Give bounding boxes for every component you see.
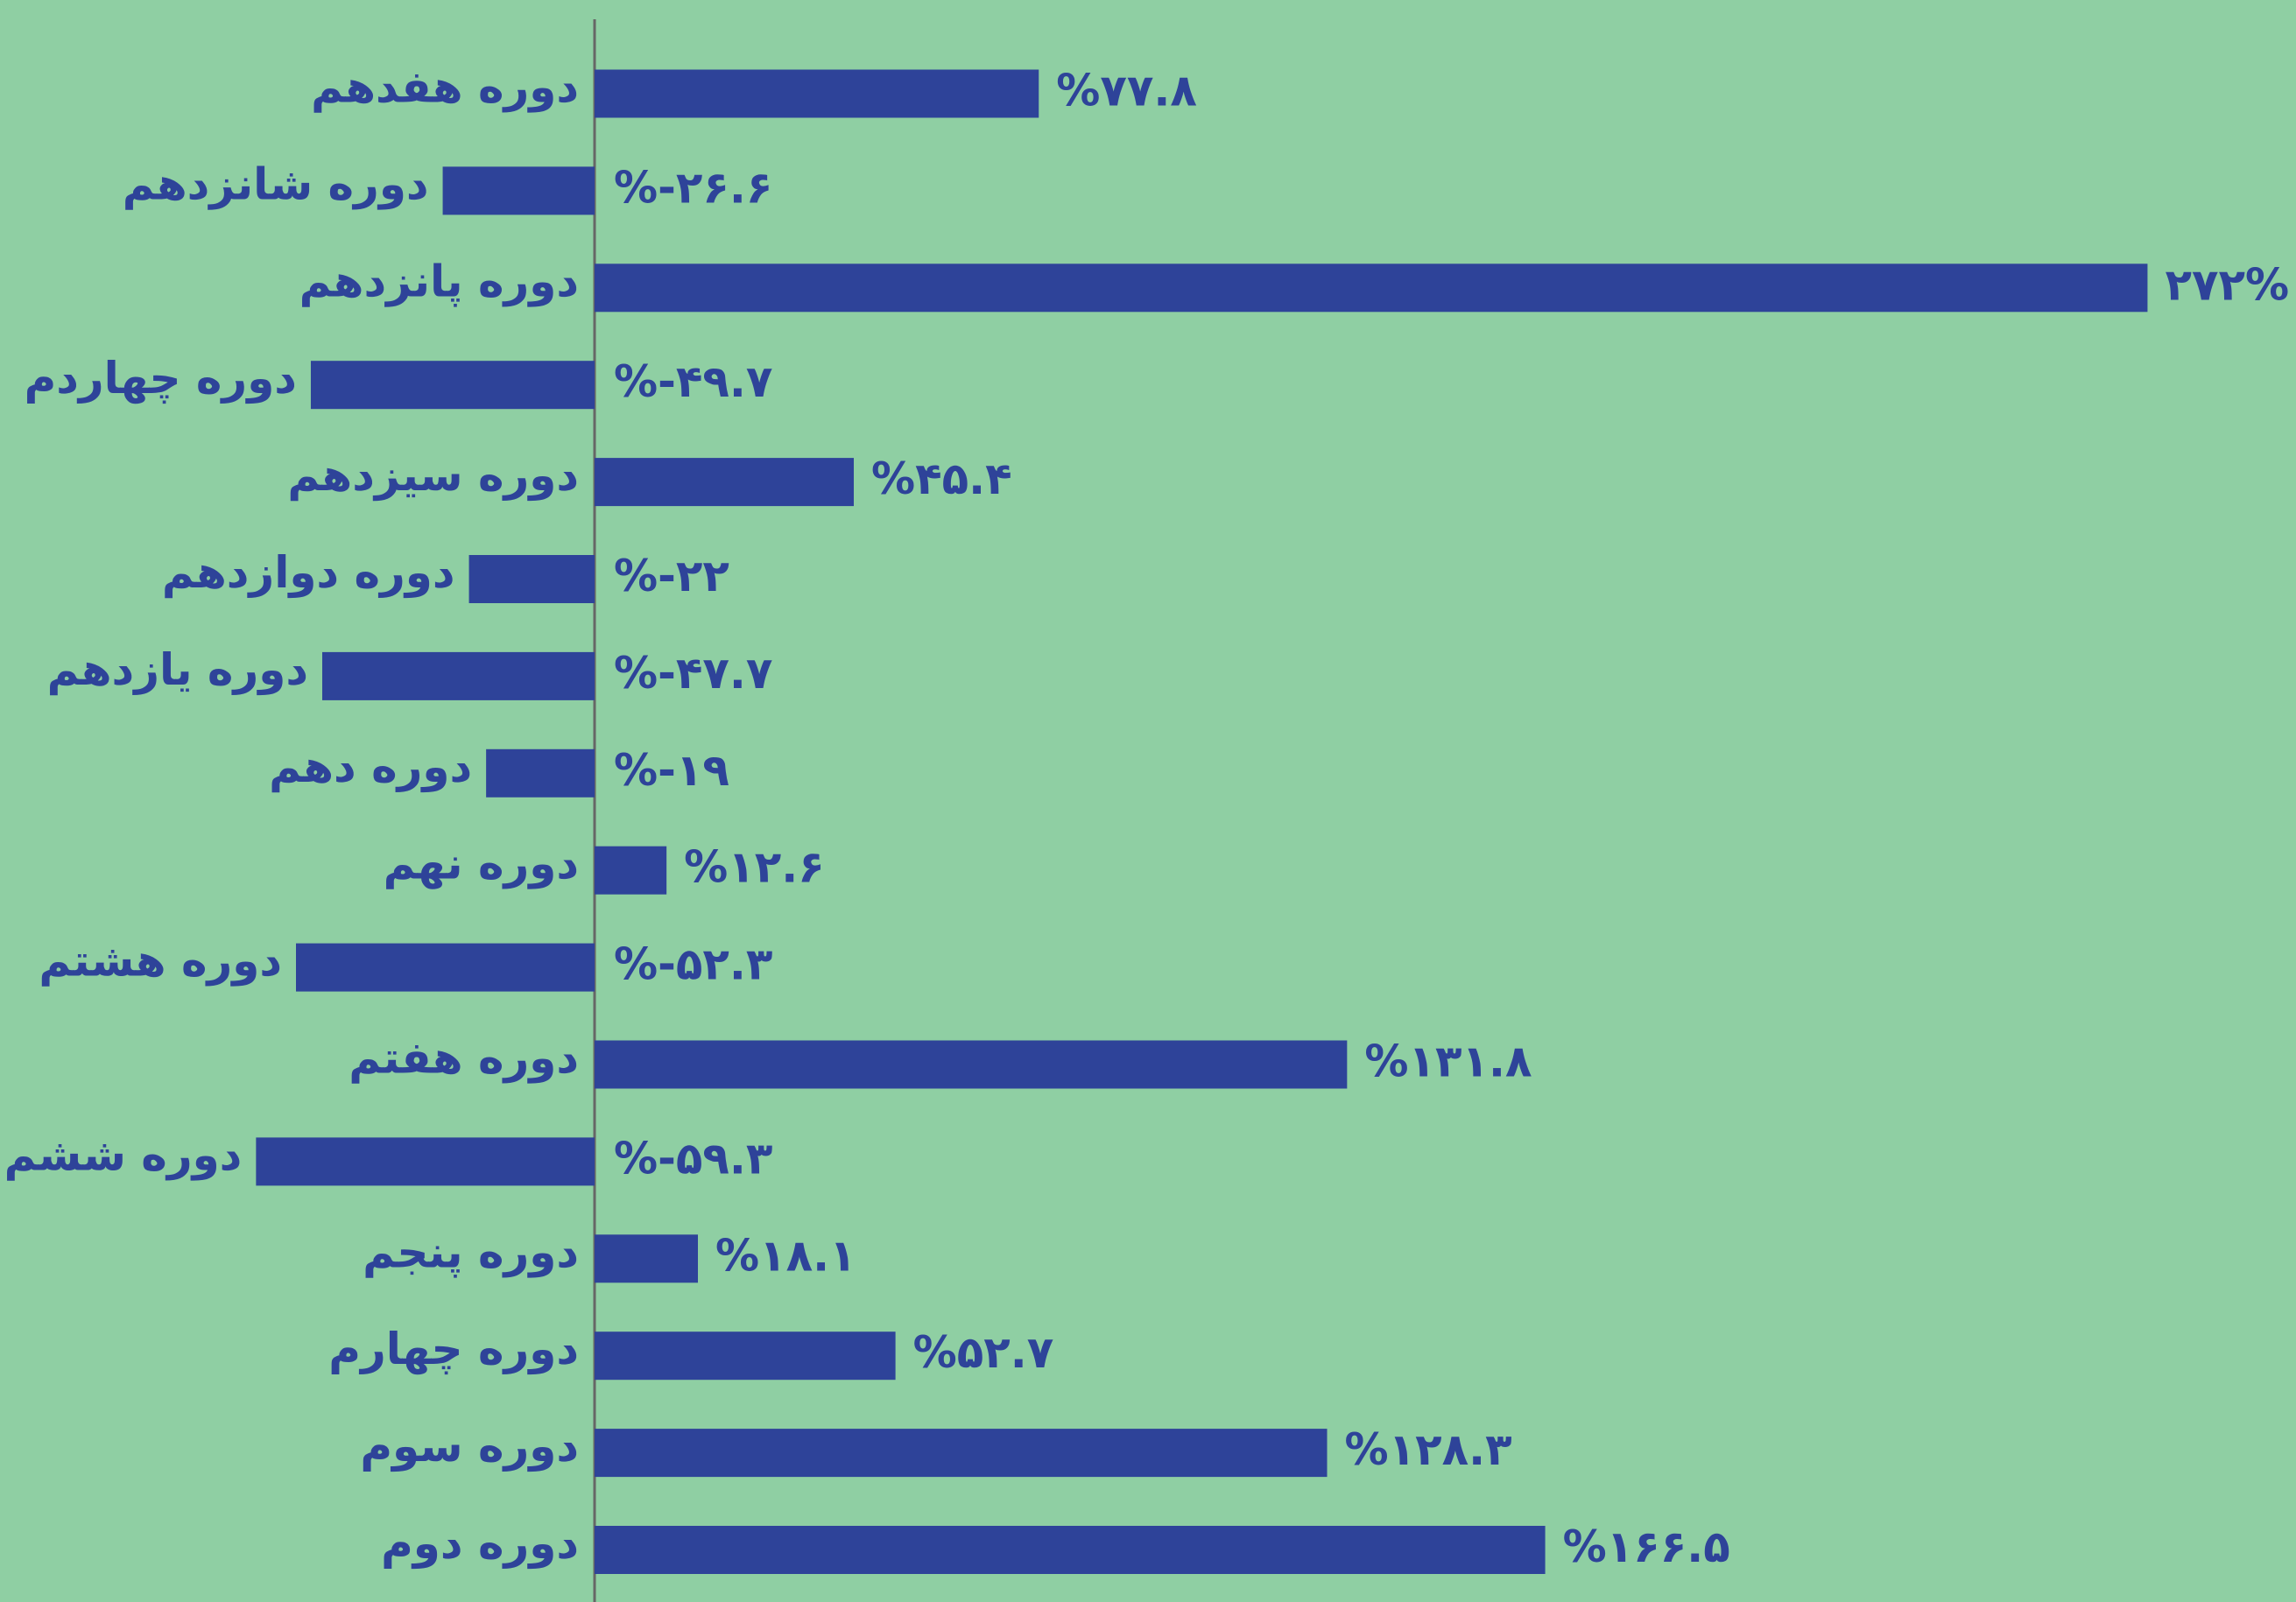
category-label: دوره هفتم	[349, 1033, 579, 1085]
bar	[310, 361, 595, 410]
value-label: %۱۲۸.۳	[1345, 1424, 1512, 1475]
value-label: %-۱۹	[614, 745, 729, 796]
category-label: دوره سوم	[360, 1421, 579, 1472]
bar	[595, 846, 667, 895]
value-label: %-۴۷.۷	[614, 648, 772, 699]
category-label: دوره پانزدهم	[299, 256, 579, 307]
bar	[442, 166, 595, 215]
bar	[256, 1137, 595, 1186]
value-label: %-۲۲	[614, 551, 729, 601]
value-label: %۴۵.۴	[871, 453, 1012, 504]
category-label: دوره نهم	[384, 839, 579, 890]
bar	[486, 748, 595, 797]
category-label: دوره دوازدهم	[162, 547, 455, 599]
bar	[595, 1234, 699, 1283]
category-label: دوره چهاردم	[25, 353, 297, 404]
value-label: ۲۷۲%	[2165, 259, 2289, 310]
value-label: %۱۲.۶	[684, 842, 825, 893]
value-label: %۷۷.۸	[1056, 66, 1197, 116]
bar	[595, 69, 1039, 118]
bar	[468, 555, 595, 603]
bar	[595, 458, 855, 507]
value-label: %-۵۲.۳	[614, 939, 772, 990]
bar	[595, 1526, 1546, 1574]
bar	[595, 1040, 1348, 1089]
value-label: %۱۸.۱	[715, 1230, 856, 1281]
bar	[595, 1429, 1328, 1478]
category-label: دوره ششم	[4, 1129, 243, 1181]
bar	[595, 263, 2148, 313]
bar	[595, 1331, 896, 1381]
category-label: دوره پنجم	[363, 1226, 579, 1278]
category-label: دوره هشتم	[39, 936, 282, 987]
value-label: %۱۳۱.۸	[1364, 1036, 1532, 1087]
category-label: دوره دوم	[381, 1518, 579, 1570]
category-label: دوره هفدهم	[311, 62, 579, 114]
value-label: %-۴۹.۷	[614, 356, 772, 407]
category-label: دوره شانزدهم	[123, 158, 429, 210]
value-label: %-۲۶.۶	[614, 162, 772, 213]
category-label: دوره سیزدهم	[287, 450, 579, 502]
bar	[321, 651, 595, 700]
category-label: دوره یازدهم	[47, 644, 308, 696]
bar	[296, 943, 595, 992]
value-label: %۵۲.۷	[913, 1327, 1054, 1378]
category-label: دوره دهم	[269, 741, 472, 793]
value-label: %۱۶۶.۵	[1563, 1521, 1730, 1572]
value-label: %-۵۹.۳	[614, 1133, 772, 1184]
category-label: دوره چهارم	[328, 1324, 579, 1375]
